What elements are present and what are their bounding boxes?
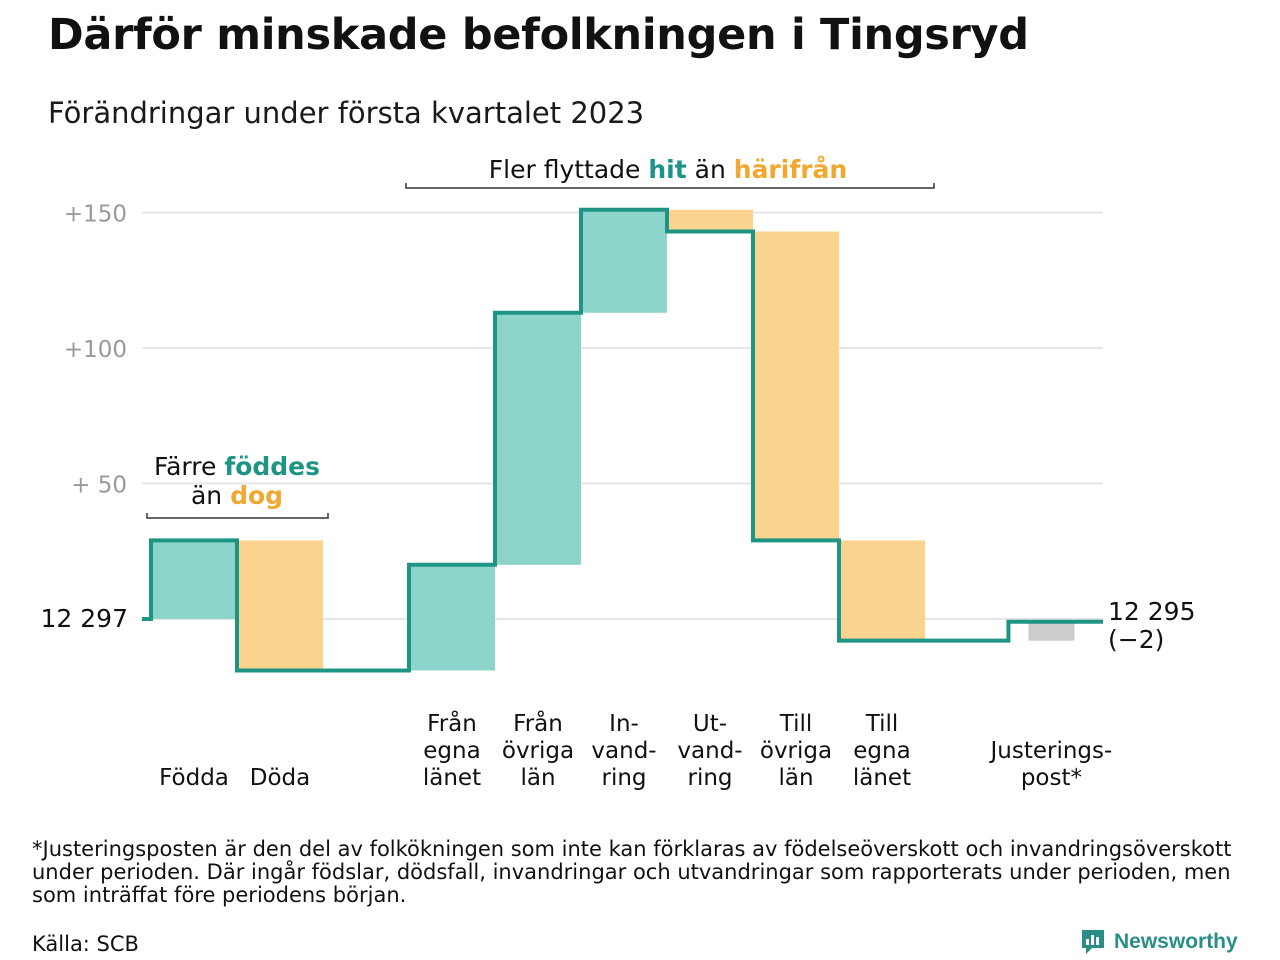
- category-label: Döda: [250, 765, 310, 791]
- category-label: Från: [513, 709, 563, 737]
- category-label: länet: [853, 765, 911, 791]
- category-label: egna: [423, 738, 480, 764]
- y-tick-label: +100: [64, 337, 127, 363]
- end-value-label: 12 295: [1108, 597, 1195, 626]
- category-label: länet: [423, 765, 481, 791]
- category-label: Från: [427, 709, 477, 737]
- waterfall-bar: [667, 209, 753, 232]
- footnote: *Justeringsposten är den del av folkökni…: [32, 837, 1232, 907]
- category-label: län: [520, 765, 555, 791]
- category-label: Till: [779, 711, 813, 737]
- newsworthy-logo: Newsworthy: [1080, 928, 1238, 956]
- waterfall-bar: [1028, 621, 1075, 641]
- category-label: övriga: [502, 738, 574, 764]
- births-deaths-annotation-line1: Färre föddes: [154, 452, 320, 481]
- waterfall-bar: [409, 564, 495, 671]
- waterfall-bar: [151, 540, 237, 619]
- category-label: län: [778, 765, 813, 791]
- births-deaths-annotation-line2: än dog: [191, 481, 283, 510]
- waterfall-bar: [839, 540, 925, 641]
- category-label: In-: [609, 711, 639, 737]
- end-change-label: (−2): [1108, 625, 1164, 654]
- cumulative-step-line: [142, 207, 1103, 673]
- source-text: Källa: SCB: [32, 932, 139, 956]
- category-label: övriga: [760, 738, 832, 764]
- y-tick-label: + 50: [71, 473, 127, 499]
- bar-chart-speech-bubble-icon: [1082, 930, 1104, 954]
- category-label: Födda: [159, 765, 229, 791]
- brand-name: Newsworthy: [1114, 930, 1238, 953]
- category-label: ring: [601, 765, 646, 791]
- category-label: ring: [687, 765, 732, 791]
- chart-title: Därför minskade befolkningen i Tingsryd: [48, 10, 1029, 60]
- migration-bracket: [405, 183, 935, 189]
- births-deaths-bracket: [146, 513, 329, 519]
- category-label: post*: [1021, 765, 1082, 791]
- migration-annotation: Fler flyttade hit än härifrån: [489, 155, 847, 184]
- chart-subtitle: Förändringar under första kvartalet 2023: [48, 96, 645, 130]
- category-label: vand-: [591, 738, 656, 764]
- category-label: Till: [865, 711, 899, 737]
- start-value-label: 12 297: [41, 604, 128, 633]
- waterfall-bar: [495, 312, 581, 565]
- waterfall-bar: [581, 209, 667, 313]
- category-label: Ut-: [693, 711, 727, 737]
- y-tick-label: +150: [64, 202, 127, 228]
- category-label: egna: [853, 738, 910, 764]
- waterfall-bar: [753, 231, 839, 541]
- category-label: vand-: [677, 738, 742, 764]
- category-label: Justerings-: [989, 738, 1113, 764]
- waterfall-bar: [237, 540, 323, 671]
